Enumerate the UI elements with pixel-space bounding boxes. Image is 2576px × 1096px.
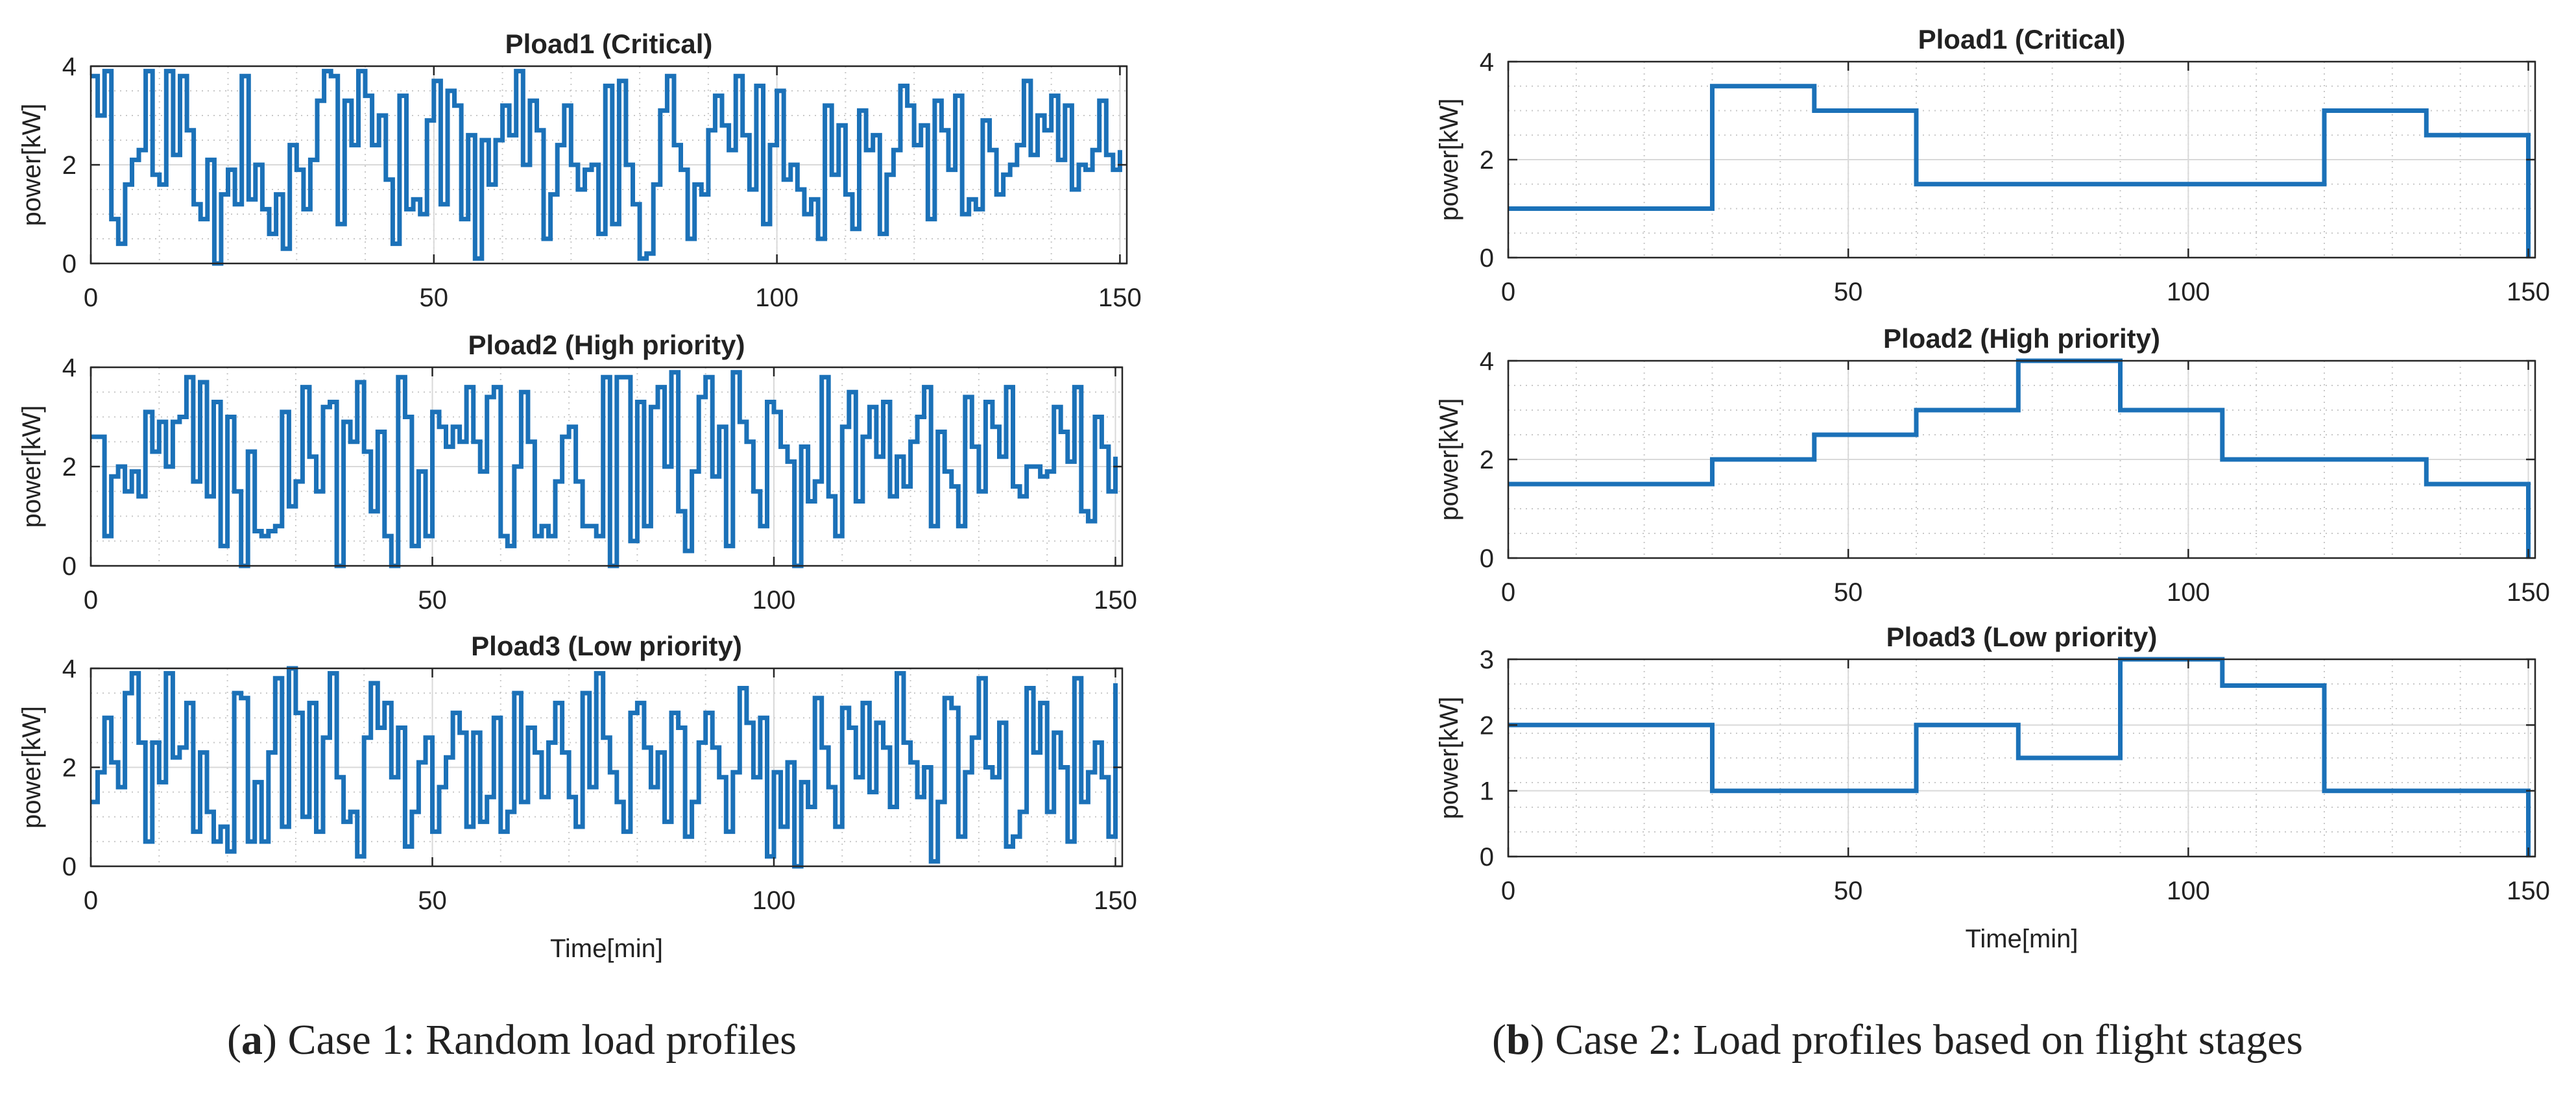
chart-a2-ytick-label: 0	[62, 552, 77, 581]
chart-b3-xtick-label: 100	[2167, 877, 2210, 905]
chart-b2-ytick-label: 0	[1480, 544, 1494, 573]
chart-b1-title: Pload1 (Critical)	[1918, 24, 2126, 55]
chart-a2: 0 50 100 150 0 2 4 Pload2 (High priority) power[…	[18, 330, 1137, 615]
chart-a1-series-line	[91, 69, 1122, 266]
chart-b3-xlabel: Time[min]	[1965, 925, 2078, 953]
chart-a3: 0 50 100 150 0 2 4 Pload3 (Low priority) power[k…	[18, 631, 1137, 963]
chart-a1-xtick-label: 50	[420, 284, 449, 312]
chart-a2-ytick-label: 4	[62, 354, 77, 382]
chart-a1-xtick-label: 150	[1098, 284, 1142, 312]
chart-b3-axes-box	[1507, 658, 2536, 858]
chart-b3-ylabel: power[kW]	[1435, 697, 1463, 820]
chart-a3-xtick-label: 100	[752, 886, 796, 915]
chart-b2-xtick-label: 0	[1501, 578, 1515, 607]
chart-b2-ytick-label: 2	[1480, 446, 1494, 474]
chart-b3-xtick-label: 50	[1834, 877, 1863, 905]
chart-b1-xtick-label: 150	[2507, 278, 2550, 306]
chart-a3-xtick-label: 50	[418, 886, 447, 915]
chart-b3: 0 50 100 150 0 1 2 3 Pload3 (Low priority) power[…	[1435, 622, 2550, 953]
chart-a1-ytick-label: 2	[62, 151, 77, 180]
chart-b1-ytick-label: 0	[1480, 244, 1494, 273]
chart-a1-ylabel: power[kW]	[18, 104, 46, 226]
chart-a3-ylabel: power[kW]	[18, 706, 46, 829]
caption-a: (a) Case 1: Random load profiles	[227, 1016, 797, 1064]
chart-a3-series-line	[91, 666, 1118, 869]
chart-a1-xtick-label: 100	[755, 284, 799, 312]
chart-a2-ylabel: power[kW]	[18, 406, 46, 528]
chart-b3-xtick-label: 0	[1501, 877, 1515, 905]
chart-b1-series-line	[1508, 84, 2531, 258]
chart-a2-xtick-label: 0	[84, 586, 98, 615]
chart-a1: 0 50 100 150 0 2 4 Pload1 (Critical) power[kW]	[18, 29, 1142, 312]
chart-a3-xlabel: Time[min]	[550, 934, 663, 963]
chart-a1-ytick-label: 4	[62, 53, 77, 81]
chart-b1-ytick-label: 4	[1480, 48, 1494, 77]
chart-b2-ylabel: power[kW]	[1435, 398, 1463, 521]
chart-a3-ytick-label: 2	[62, 754, 77, 783]
chart-b2-xtick-label: 100	[2167, 578, 2210, 607]
chart-b2-title: Pload2 (High priority)	[1883, 323, 2160, 354]
chart-a2-xtick-label: 150	[1094, 586, 1137, 615]
chart-b3-title: Pload3 (Low priority)	[1886, 622, 2158, 652]
chart-b1-xtick-label: 50	[1834, 278, 1863, 306]
chart-a2-ytick-label: 2	[62, 453, 77, 481]
chart-a1-ytick-label: 0	[62, 250, 77, 278]
chart-b1-ylabel: power[kW]	[1435, 99, 1463, 221]
chart-a3-ytick-label: 4	[62, 655, 77, 683]
chart-b2-xtick-label: 50	[1834, 578, 1863, 607]
chart-b3-ytick-label: 1	[1480, 777, 1494, 806]
chart-b2-xtick-label: 150	[2507, 578, 2550, 607]
chart-b3-series-line	[1508, 657, 2531, 857]
chart-a3-ytick-label: 0	[62, 853, 77, 881]
chart-a2-xtick-label: 50	[418, 586, 447, 615]
chart-b3-xtick-label: 150	[2507, 877, 2550, 905]
chart-a1-xtick-label: 0	[84, 284, 98, 312]
chart-b3-ytick-label: 2	[1480, 711, 1494, 740]
chart-a3-title: Pload3 (Low priority)	[471, 631, 742, 661]
chart-b2: 0 50 100 150 0 2 4 Pload2 (High priority) power[…	[1435, 323, 2550, 607]
chart-b3-ytick-label: 0	[1480, 843, 1494, 871]
chart-b1-ytick-label: 2	[1480, 146, 1494, 175]
chart-a2-xtick-label: 100	[752, 586, 796, 615]
chart-a3-xtick-label: 0	[84, 886, 98, 915]
chart-a2-title: Pload2 (High priority)	[468, 330, 745, 360]
caption-b: (b) Case 2: Load profiles based on fligh…	[1492, 1016, 2304, 1064]
chart-a1-title: Pload1 (Critical)	[505, 29, 713, 59]
chart-b1: 0 50 100 150 0 2 4 Pload1 (Critical) power[kW]	[1435, 24, 2550, 306]
chart-b3-ytick-label: 3	[1480, 646, 1494, 674]
chart-a3-xtick-label: 150	[1094, 886, 1137, 915]
chart-a2-series-line	[91, 370, 1118, 568]
chart-b1-xtick-label: 100	[2167, 278, 2210, 306]
chart-b2-ytick-label: 4	[1480, 347, 1494, 376]
chart-b1-xtick-label: 0	[1501, 278, 1515, 306]
